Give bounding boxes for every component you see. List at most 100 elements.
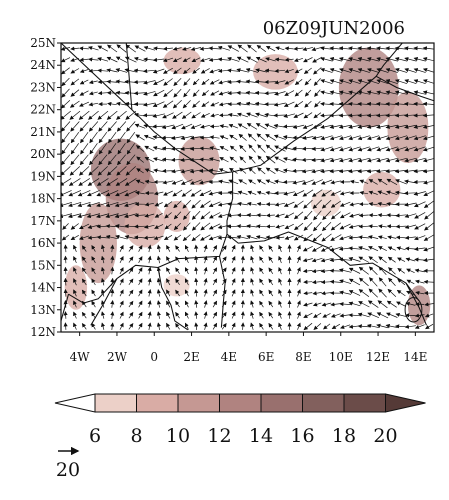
wind-vector	[302, 135, 314, 140]
wind-vector	[339, 279, 352, 284]
wind-vector	[422, 46, 434, 51]
wind-vector	[190, 124, 202, 129]
wind-vector	[81, 278, 87, 286]
wind-vector	[173, 67, 182, 75]
wind-vector	[229, 156, 238, 163]
wind-vector	[250, 300, 255, 308]
wind-vector	[203, 244, 208, 253]
wind-vector	[311, 179, 323, 185]
wind-vector	[119, 322, 124, 330]
wind-vector	[91, 300, 96, 308]
wind-vector	[156, 244, 161, 253]
wind-vector	[200, 211, 211, 220]
x-tick-label: 4E	[221, 350, 237, 364]
wind-vector	[163, 234, 173, 241]
wind-vector	[304, 89, 312, 97]
wind-vector	[80, 143, 89, 155]
colorbar-segment-3	[177, 393, 220, 413]
wind-vector	[322, 221, 332, 232]
wind-vector	[339, 223, 351, 230]
wind-vector	[164, 212, 172, 219]
wind-vector	[257, 144, 266, 153]
wind-vector	[126, 121, 136, 132]
wind-vector	[395, 235, 407, 240]
wind-vector	[386, 300, 397, 308]
wind-vector	[236, 56, 249, 63]
wind-vector	[250, 289, 255, 297]
wind-vector	[98, 121, 108, 132]
wind-vector	[79, 79, 89, 85]
wind-vector	[100, 322, 106, 330]
wind-vector	[191, 210, 201, 220]
wind-vector	[81, 323, 87, 330]
wind-vector	[61, 143, 70, 155]
wind-vector	[422, 101, 434, 107]
wind-vector	[292, 190, 305, 196]
wind-vector	[194, 288, 199, 297]
wind-vector	[397, 267, 406, 274]
wind-vector	[303, 312, 313, 318]
wind-vector	[423, 190, 434, 196]
wind-vector	[210, 90, 220, 96]
wind-vector	[413, 201, 426, 208]
wind-vector	[97, 91, 108, 96]
wind-vector	[117, 143, 126, 155]
wind-vector	[152, 124, 165, 129]
wind-vector	[110, 322, 115, 330]
wind-vector	[312, 189, 323, 197]
wind-vector	[247, 44, 257, 53]
wind-vector	[313, 78, 321, 86]
wind-vector	[70, 68, 80, 74]
wind-vector	[212, 244, 218, 252]
wind-vector	[358, 235, 370, 240]
wind-vector	[423, 234, 434, 241]
wind-vector	[138, 256, 143, 263]
wind-vector	[283, 113, 295, 118]
wind-vector	[301, 179, 314, 185]
wind-vector	[294, 89, 303, 97]
wind-vector	[278, 322, 283, 330]
wind-vector	[265, 57, 276, 62]
wind-vector	[63, 300, 68, 308]
wind-vector	[192, 89, 200, 97]
wind-vector	[231, 322, 236, 330]
wind-vector	[88, 110, 99, 120]
wind-vector	[182, 46, 192, 51]
wind-vector	[88, 166, 99, 176]
wind-vector	[117, 154, 126, 166]
wind-vector	[126, 131, 136, 144]
wind-vector	[422, 135, 434, 141]
wind-vector	[265, 155, 276, 164]
wind-vector	[265, 179, 276, 185]
shading-region-13	[64, 265, 88, 310]
y-tick-label: 12N	[30, 325, 56, 339]
colorbar-segment-6	[302, 393, 345, 413]
wind-vector	[396, 246, 406, 251]
x-tick-label: 14E	[403, 350, 427, 364]
wind-vector	[368, 256, 378, 264]
wind-vector	[422, 57, 434, 62]
wind-vector	[61, 110, 71, 120]
wind-vector	[182, 234, 191, 242]
wind-vector	[284, 223, 294, 229]
wind-vector	[395, 312, 407, 318]
wind-vector	[250, 278, 255, 286]
wind-vector	[404, 224, 417, 229]
wind-vector	[144, 157, 155, 163]
wind-vector	[339, 191, 351, 196]
wind-vector	[138, 278, 143, 286]
wind-vector	[348, 257, 361, 262]
y-tick-label: 19N	[30, 169, 56, 183]
wind-vector	[154, 212, 163, 218]
wind-vector	[181, 111, 192, 119]
wind-vector	[368, 190, 378, 195]
wind-vector	[284, 79, 294, 85]
wind-vector	[73, 255, 77, 264]
wind-vector	[268, 322, 274, 330]
wind-vector	[227, 190, 239, 195]
wind-vector	[303, 302, 313, 307]
wind-vector	[330, 180, 342, 185]
wind-vector	[175, 256, 180, 263]
wind-vector	[97, 57, 109, 62]
wind-vector-layer	[61, 44, 434, 331]
